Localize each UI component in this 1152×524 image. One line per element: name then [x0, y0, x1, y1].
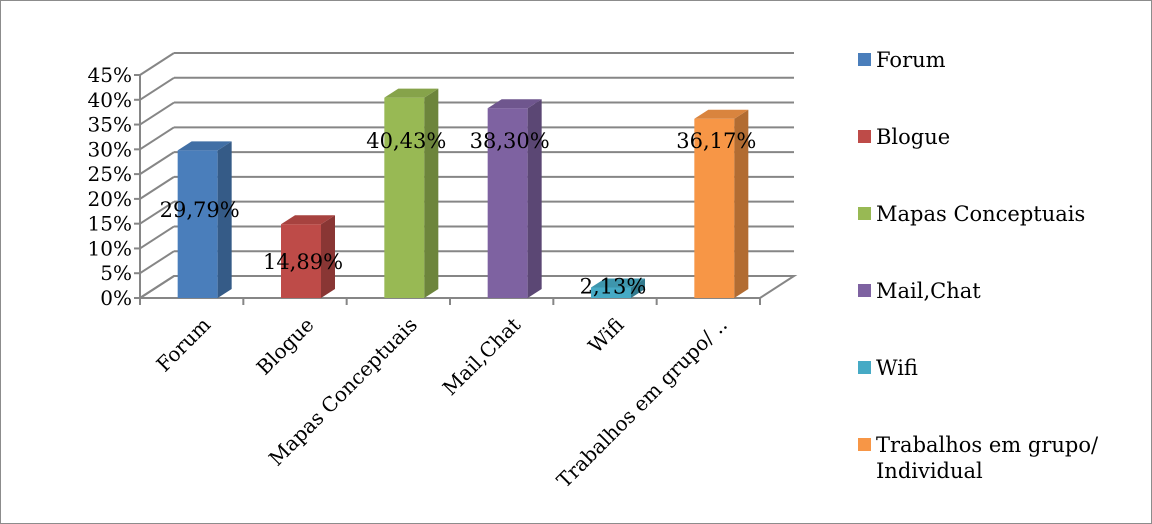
- bar-mapas-conceptuais: [384, 88, 439, 299]
- legend-item: Mail,Chat: [858, 279, 981, 303]
- legend-item: Blogue: [858, 125, 950, 149]
- bar-front: [281, 224, 321, 298]
- bar-side: [631, 278, 645, 298]
- axes: [134, 74, 761, 305]
- bar-side: [321, 215, 335, 298]
- y-tick-label: 35%: [88, 113, 132, 137]
- y-tick-label: 10%: [88, 236, 132, 260]
- data-labels: 29,79% 14,89% 40,43% 38,30% 2,13% 36,17%: [160, 129, 757, 299]
- gridline-side: [139, 151, 175, 175]
- legend-label-line: Mail,Chat: [876, 279, 981, 303]
- bar-front: [177, 150, 218, 298]
- y-tick-label: 25%: [88, 162, 132, 186]
- gridline-side: [139, 126, 175, 151]
- gridline-side: [139, 52, 175, 76]
- legend-label-line: Wifi: [876, 356, 918, 380]
- legend: Forum Blogue Mapas Conceptuais Mail,Chat Wif…: [858, 48, 1099, 483]
- bar-front: [694, 118, 735, 298]
- legend-label-line: Mapas Conceptuais: [876, 202, 1085, 226]
- bar-top: [177, 141, 232, 151]
- y-tick-label: 0%: [100, 286, 132, 310]
- data-label: 40,43%: [366, 129, 446, 153]
- data-label: 29,79%: [160, 198, 240, 222]
- y-tick-label: 20%: [88, 187, 132, 211]
- y-tick-label: 30%: [88, 137, 132, 161]
- bar-top: [487, 99, 542, 109]
- legend-item: Wifi: [858, 356, 918, 380]
- legend-swatch: [858, 361, 871, 374]
- data-label: 14,89%: [263, 250, 343, 274]
- legend-label-line: Individual: [876, 459, 983, 483]
- data-label: 36,17%: [676, 129, 756, 153]
- legend-label: Mail,Chat: [876, 279, 981, 303]
- legend-item: Forum: [858, 48, 946, 72]
- legend-swatch: [858, 284, 871, 297]
- legend-swatch: [858, 130, 871, 143]
- bar-mail-chat: [487, 99, 542, 298]
- legend-item: Trabalhos em grupo/Individual: [858, 433, 1099, 483]
- bar-top: [384, 88, 439, 98]
- legend-swatch: [858, 438, 871, 451]
- legend-label: Trabalhos em grupo/Individual: [876, 433, 1099, 483]
- bar-trabalhos-em-grupo-individual: [694, 109, 749, 298]
- legend-label-line: Forum: [876, 48, 946, 72]
- bar-top: [281, 215, 335, 225]
- gridline-side: [139, 200, 175, 225]
- gridline-side: [139, 176, 175, 200]
- gridlines: [139, 52, 794, 299]
- bar-side: [734, 109, 749, 298]
- bar-forum: [177, 141, 232, 298]
- bar-blogue: [281, 215, 335, 298]
- bars: [177, 88, 749, 299]
- bar-side: [527, 99, 542, 298]
- legend-label-line: Blogue: [876, 125, 950, 149]
- y-tick-label: 15%: [88, 212, 132, 236]
- legend-label: Forum: [876, 48, 946, 72]
- y-tick-labels: 0%5%10%15%20%25%30%35%40%45%: [88, 63, 132, 310]
- data-label: 2,13%: [580, 274, 647, 298]
- bar-top: [591, 278, 645, 288]
- bar-front: [591, 287, 631, 298]
- gridline-side: [139, 225, 175, 250]
- legend-label: Blogue: [876, 125, 950, 149]
- legend-label: Wifi: [876, 356, 918, 380]
- data-label: 38,30%: [470, 129, 550, 153]
- gridline-side: [139, 275, 175, 299]
- legend-swatch: [858, 207, 871, 220]
- bar-front: [384, 97, 425, 299]
- bar-side: [217, 141, 232, 298]
- y-tick-label: 45%: [88, 63, 132, 87]
- gridline-side: [139, 101, 175, 126]
- bar-top: [694, 109, 749, 119]
- legend-item: Mapas Conceptuais: [858, 202, 1085, 226]
- legend-label: Mapas Conceptuais: [876, 202, 1085, 226]
- legend-swatch: [858, 53, 871, 66]
- gridline-side: [139, 250, 175, 275]
- bar-front: [487, 108, 528, 298]
- y-tick-label: 5%: [100, 261, 132, 285]
- bar-wifi: [591, 278, 645, 298]
- legend-label-line: Trabalhos em grupo/: [876, 433, 1099, 457]
- bar-side: [424, 88, 439, 299]
- gridline-side: [139, 76, 175, 101]
- y-tick-label: 40%: [88, 88, 132, 112]
